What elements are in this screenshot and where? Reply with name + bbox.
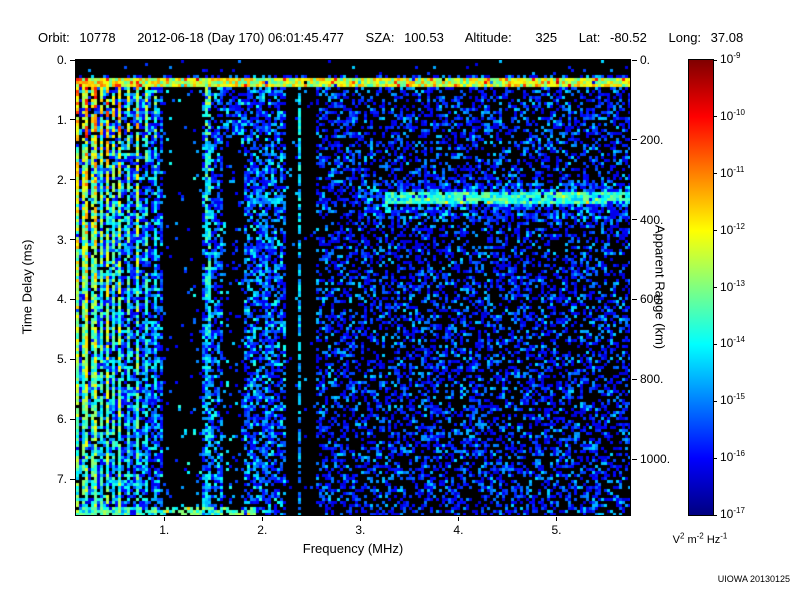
- colorbar-tick-label: 10-15: [720, 392, 745, 408]
- y-tick: [70, 298, 75, 300]
- colorbar-tick: [714, 59, 717, 61]
- long-label: Long:: [668, 30, 702, 45]
- orbit-label: Orbit:: [38, 30, 70, 45]
- y-tick-label: 0.: [56, 53, 67, 67]
- range-tick-label: 400.: [640, 212, 664, 227]
- range-tick: [632, 298, 637, 300]
- range-tick-label: 800.: [640, 372, 664, 387]
- x-tick-label: 2.: [257, 523, 268, 537]
- colorbar-tick-label: 10-16: [720, 449, 745, 465]
- y-tick-label: 2.: [56, 172, 67, 187]
- y-tick-label: 6.: [56, 412, 67, 427]
- y-axis-title-right: Apparent Range (km): [652, 224, 668, 350]
- colorbar-tick: [714, 457, 717, 459]
- range-tick: [632, 458, 637, 460]
- long-value: 37.08: [710, 30, 744, 45]
- range-tick: [632, 219, 637, 221]
- range-tick: [632, 378, 637, 380]
- y-tick: [70, 59, 75, 61]
- colorbar-unit-label: V2 m-2 Hz-1: [672, 531, 728, 546]
- range-tick-label: 1000.: [640, 452, 671, 467]
- y-tick-label: 3.: [56, 232, 67, 247]
- colorbar-tick: [714, 116, 717, 118]
- spectrogram-plot-area: [75, 59, 631, 516]
- range-tick-label: 200.: [640, 132, 664, 147]
- colorbar-tick: [714, 287, 717, 288]
- lat-value: -80.52: [610, 30, 647, 45]
- y-tick-label: 4.: [56, 292, 67, 307]
- y-tick: [70, 179, 75, 181]
- colorbar-tick: [714, 343, 717, 345]
- x-tick: [359, 517, 361, 521]
- y-axis-title-left: Time Delay (ms): [19, 239, 35, 335]
- altitude-value: 325: [535, 30, 558, 45]
- colorbar-tick-label: 10-12: [720, 221, 745, 237]
- x-tick-label: 1.: [159, 523, 170, 537]
- y-tick: [70, 239, 75, 241]
- sza-value: 100.53: [404, 30, 444, 45]
- x-axis-title: Frequency (MHz): [302, 541, 404, 556]
- header-info: Orbit: 10778 2012-06-18 (Day 170) 06:01:…: [38, 30, 743, 45]
- y-tick: [70, 478, 75, 480]
- y-tick-label: 1.: [56, 112, 67, 127]
- colorbar-tick-label: 10-13: [720, 278, 745, 294]
- lat-label: Lat:: [578, 30, 601, 45]
- x-tick-label: 3.: [355, 523, 366, 537]
- range-tick: [632, 59, 637, 61]
- x-tick-label: 4.: [453, 523, 464, 537]
- x-tick: [261, 517, 263, 521]
- colorbar-tick-label: 10-14: [720, 335, 745, 351]
- x-tick: [163, 517, 165, 521]
- sza-label: SZA:: [365, 30, 395, 45]
- range-tick-label: 600.: [640, 292, 664, 307]
- credit-text: UIOWA 20130125: [717, 574, 790, 584]
- colorbar-tick-label: 10-9: [720, 51, 741, 67]
- y-tick: [70, 119, 75, 121]
- range-tick-label: 0.: [640, 53, 651, 67]
- altitude-label: Altitude:: [464, 30, 512, 45]
- colorbar-tick-label: 10-17: [720, 506, 745, 522]
- y-tick: [70, 358, 75, 360]
- spectrogram-canvas: [76, 60, 630, 515]
- colorbar-tick-label: 10-11: [720, 164, 745, 180]
- x-tick: [555, 517, 557, 521]
- y-tick-label: 7.: [56, 472, 67, 487]
- colorbar: [688, 59, 714, 516]
- datetime-value: 2012-06-18 (Day 170) 06:01:45.477: [137, 30, 344, 45]
- x-tick-label: 5.: [551, 523, 562, 537]
- colorbar-tick-label: 10-10: [720, 107, 745, 123]
- colorbar-tick: [714, 173, 717, 175]
- colorbar-tick: [714, 400, 717, 402]
- y-tick: [70, 418, 75, 420]
- range-tick: [632, 139, 637, 141]
- y-tick-label: 5.: [56, 352, 67, 367]
- colorbar-tick: [714, 230, 717, 232]
- x-tick: [457, 517, 459, 521]
- orbit-value: 10778: [79, 30, 116, 45]
- colorbar-tick: [714, 514, 717, 516]
